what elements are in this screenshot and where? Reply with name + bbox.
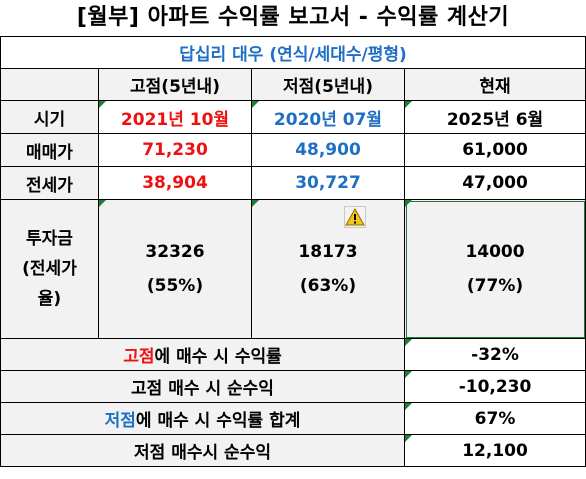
cell-error-indicator-icon [405, 101, 412, 108]
cell-error-indicator-icon [405, 403, 412, 410]
summary-value: -10,230 [458, 376, 532, 397]
summary-label-high-return[interactable]: 고점에 매수 시 수익률 [0, 338, 405, 371]
summary-label-high-profit[interactable]: 고점 매수 시 순수익 [0, 370, 405, 403]
sale-price-high[interactable]: 71,230 [98, 133, 252, 167]
summary-label-text: 저점 매수시 순수익 [134, 443, 271, 463]
investment-low-amount: 18173 [298, 242, 358, 262]
report-title: [월부] 아파트 수익률 보고서 - 수익률 계산기 [76, 5, 510, 30]
cell-error-indicator-icon [99, 101, 106, 108]
cell-error-indicator-icon [99, 200, 106, 207]
header-empty-cell[interactable] [0, 68, 99, 101]
cell-error-indicator-icon [252, 200, 259, 207]
summary-low-return-value[interactable]: 67% [403, 402, 586, 435]
calculator-table: 답십리 대우 (연식/세대수/평형) 고점(5년내) 저점(5년내) 현재 시기… [0, 36, 586, 467]
sale-price-now[interactable]: 61,000 [403, 133, 586, 167]
investment-now-cell[interactable]: 14000 (77%) [403, 199, 586, 339]
summary-value: 67% [474, 408, 516, 429]
investment-low-cell[interactable]: 18173 (63%) [251, 199, 405, 339]
investment-now-amount: 14000 [465, 242, 525, 262]
investment-high-cell[interactable]: 32326 (55%) [98, 199, 252, 339]
period-low-value: 2020년 07월 [273, 109, 383, 130]
high-point-highlight: 고점 [123, 347, 155, 367]
period-high-cell[interactable]: 2021년 10월 [98, 100, 252, 134]
jeonse-price-now[interactable]: 47,000 [403, 166, 586, 200]
cell-error-indicator-icon [405, 200, 412, 207]
summary-label-text: 고점 매수 시 순수익 [131, 379, 274, 399]
investment-low-ratio: (63%) [299, 276, 357, 296]
row-label-investment[interactable]: 투자금 (전세가 율) [0, 199, 99, 339]
low-point-highlight: 저점 [104, 411, 136, 431]
summary-high-profit-value[interactable]: -10,230 [403, 370, 586, 403]
summary-label-low-profit[interactable]: 저점 매수시 순수익 [0, 434, 405, 467]
period-now-value: 2025년 6월 [446, 109, 544, 130]
summary-value: -32% [471, 344, 519, 365]
row-label-jeonse-price[interactable]: 전세가 [0, 166, 99, 200]
apartment-subtitle[interactable]: 답십리 대우 (연식/세대수/평형) [0, 36, 586, 69]
investment-high-amount: 32326 [145, 242, 205, 262]
cell-error-indicator-icon [405, 339, 412, 346]
sale-price-low[interactable]: 48,900 [251, 133, 405, 167]
jeonse-price-high[interactable]: 38,904 [98, 166, 252, 200]
cell-error-indicator-icon [405, 435, 412, 442]
jeonse-price-low[interactable]: 30,727 [251, 166, 405, 200]
period-now-cell[interactable]: 2025년 6월 [403, 100, 586, 134]
summary-label-low-return[interactable]: 저점에 매수 시 수익률 합계 [0, 402, 405, 435]
header-low[interactable]: 저점(5년내) [251, 68, 405, 101]
warning-triangle-icon[interactable] [344, 206, 366, 228]
period-high-value: 2021년 10월 [120, 109, 230, 130]
summary-label-text: 에 매수 시 수익률 [154, 347, 282, 367]
summary-value: 12,100 [462, 440, 528, 461]
summary-high-return-value[interactable]: -32% [403, 338, 586, 371]
investment-now-ratio: (77%) [466, 276, 524, 296]
cell-error-indicator-icon [252, 101, 259, 108]
row-label-period[interactable]: 시기 [0, 100, 99, 134]
summary-label-text: 에 매수 시 수익률 합계 [135, 411, 301, 431]
header-high[interactable]: 고점(5년내) [98, 68, 252, 101]
cell-error-indicator-icon [405, 371, 412, 378]
row-label-sale-price[interactable]: 매매가 [0, 133, 99, 167]
header-now[interactable]: 현재 [403, 68, 586, 101]
summary-low-profit-value[interactable]: 12,100 [403, 434, 586, 467]
investment-high-ratio: (55%) [146, 276, 204, 296]
period-low-cell[interactable]: 2020년 07월 [251, 100, 405, 134]
